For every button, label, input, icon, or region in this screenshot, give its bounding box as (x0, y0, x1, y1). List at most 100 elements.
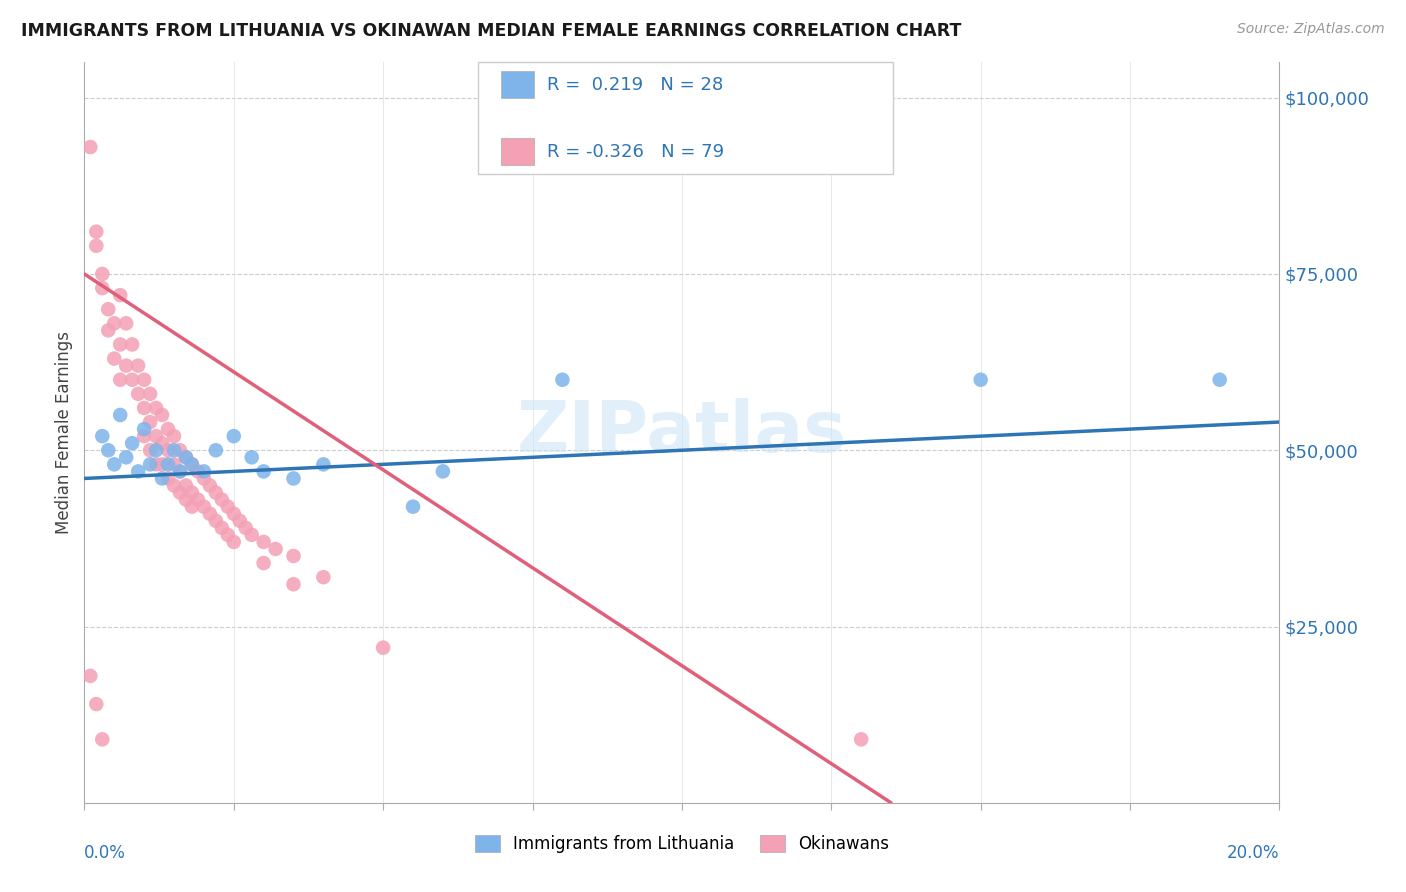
Point (91, 267, 114, 281)
Point (235, 521, 257, 535)
Point (127, 464, 149, 478)
Point (174, 478, 197, 492)
Point (97, 443, 120, 458)
Point (402, 500, 425, 514)
Point (253, 556, 276, 570)
Point (187, 464, 209, 478)
Point (139, 458, 162, 472)
Point (115, 316, 138, 330)
Point (127, 359, 149, 373)
Point (110, 288, 132, 302)
Point (169, 485, 191, 500)
Point (169, 464, 191, 478)
Point (127, 387, 149, 401)
Text: R = -0.326   N = 79: R = -0.326 N = 79 (547, 143, 724, 161)
Point (97, 323, 120, 337)
Point (193, 500, 215, 514)
Point (150, 408, 173, 422)
Text: ZIPatlas: ZIPatlas (517, 398, 846, 467)
Point (150, 458, 173, 472)
Point (851, 732, 873, 747)
Point (157, 458, 180, 472)
Point (132, 401, 156, 415)
Point (157, 471, 180, 485)
Point (145, 429, 167, 443)
Point (222, 429, 245, 443)
Legend: Immigrants from Lithuania, Okinawans: Immigrants from Lithuania, Okinawans (467, 826, 897, 861)
Point (211, 492, 233, 507)
Point (198, 507, 221, 521)
Point (132, 422, 156, 436)
Point (174, 450, 197, 465)
Point (150, 471, 173, 485)
Point (181, 500, 204, 514)
Point (110, 408, 132, 422)
Point (157, 422, 180, 436)
Point (228, 514, 252, 528)
Point (205, 443, 228, 458)
Point (115, 359, 138, 373)
Point (115, 450, 138, 465)
Point (86, 239, 108, 253)
Point (79, 140, 101, 154)
Point (283, 549, 305, 563)
Point (139, 387, 162, 401)
Point (150, 436, 173, 450)
Point (121, 337, 143, 351)
Point (145, 401, 167, 415)
Y-axis label: Median Female Earnings: Median Female Earnings (55, 331, 73, 534)
Point (373, 640, 395, 655)
Point (110, 373, 132, 387)
Text: IMMIGRANTS FROM LITHUANIA VS OKINAWAN MEDIAN FEMALE EARNINGS CORRELATION CHART: IMMIGRANTS FROM LITHUANIA VS OKINAWAN ME… (21, 22, 962, 40)
Point (145, 443, 167, 458)
Point (121, 436, 143, 450)
Point (187, 492, 209, 507)
Point (198, 478, 221, 492)
Text: 20.0%: 20.0% (1227, 844, 1279, 862)
Point (312, 458, 335, 472)
Point (132, 429, 156, 443)
Point (217, 500, 239, 514)
Point (103, 458, 125, 472)
Point (103, 316, 125, 330)
Point (86, 697, 108, 711)
Point (86, 225, 108, 239)
Point (91, 732, 114, 747)
Point (174, 492, 197, 507)
Point (97, 302, 120, 317)
Point (91, 429, 114, 443)
Point (145, 458, 167, 472)
Point (217, 528, 239, 542)
Point (432, 464, 454, 478)
Point (110, 337, 132, 351)
Point (283, 471, 305, 485)
Point (205, 514, 228, 528)
Text: 0.0%: 0.0% (84, 844, 127, 862)
Point (193, 471, 215, 485)
Point (121, 373, 143, 387)
Point (174, 450, 197, 465)
Point (211, 521, 233, 535)
Point (103, 351, 125, 366)
Point (139, 443, 162, 458)
Point (139, 415, 162, 429)
Point (240, 528, 263, 542)
Point (79, 669, 101, 683)
Point (163, 443, 186, 458)
Point (132, 373, 156, 387)
Point (193, 464, 215, 478)
Point (1209, 373, 1232, 387)
Point (222, 507, 245, 521)
Point (240, 450, 263, 465)
Point (551, 373, 574, 387)
Point (253, 464, 276, 478)
Point (181, 458, 204, 472)
Point (312, 570, 335, 584)
Text: Source: ZipAtlas.com: Source: ZipAtlas.com (1237, 22, 1385, 37)
Point (253, 535, 276, 549)
Point (157, 443, 180, 458)
Point (205, 485, 228, 500)
Point (169, 443, 191, 458)
Point (181, 485, 204, 500)
Point (264, 541, 287, 556)
